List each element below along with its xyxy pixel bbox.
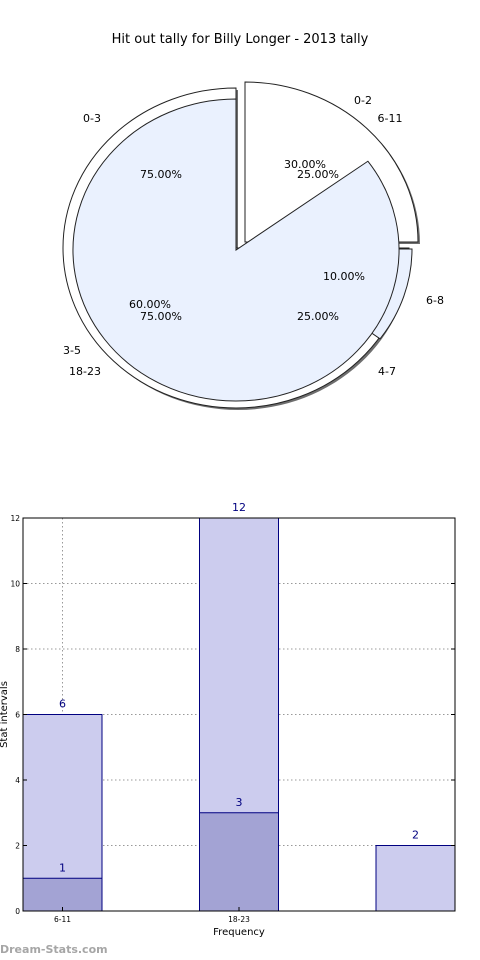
bar-value-label: 12 — [232, 501, 246, 514]
y-tick-label: 12 — [10, 514, 20, 523]
pie-pct-18-23: 75.00% — [140, 310, 182, 323]
bar-light-2 — [375, 845, 456, 912]
y-tick-label: 8 — [15, 645, 20, 654]
pie-label-6-11: 6-11 — [378, 112, 403, 125]
pie-label-4-7: 4-7 — [378, 365, 396, 378]
pie-label-18-23: 18-23 — [69, 365, 101, 378]
pie-pct-0-3: 75.00% — [140, 168, 182, 181]
pie-pct-4-7: 25.00% — [297, 310, 339, 323]
bar-dark-1 — [199, 812, 279, 912]
bar-value-label: 6 — [59, 698, 66, 711]
watermark-text: Dream-Stats.com — [0, 943, 108, 956]
y-tick-label: 6 — [15, 711, 20, 720]
pie-label-0-2: 0-2 — [354, 94, 372, 107]
pie-label-0-3: 0-3 — [83, 112, 101, 125]
bar-value-label: 2 — [412, 829, 419, 842]
y-tick-label: 4 — [15, 776, 20, 785]
pie-pct-3-5: 60.00% — [129, 298, 171, 311]
x-tick-label: 18-23 — [228, 915, 250, 924]
bar-chart: 6 12 2 1 3 0 2 4 6 8 10 12 6-11 18-23 Frequency Stat in… — [0, 501, 456, 938]
x-axis-label: Frequency — [213, 927, 265, 938]
y-axis-label: Stat intervals — [0, 681, 10, 748]
pie-label-6-8: 6-8 — [426, 294, 444, 307]
x-tick-label: 6-11 — [54, 915, 71, 924]
bar-value-label: 3 — [236, 796, 243, 809]
pie-chart-title: Hit out tally for Billy Longer - 2013 ta… — [112, 32, 369, 47]
pie-pct-6-11: 30.00% — [284, 158, 326, 171]
pie-label-3-5: 3-5 — [63, 344, 81, 357]
bar-dark-0 — [22, 877, 103, 912]
y-tick-label: 10 — [10, 580, 20, 589]
pie-pct-0-2: 25.00% — [297, 168, 339, 181]
pie-pct-6-8: 10.00% — [323, 270, 365, 283]
bar-value-label: 1 — [59, 861, 66, 874]
y-tick-label: 2 — [15, 842, 20, 851]
pie-chart: 0-26-110-36-83-518-23 4-730.00%25.00%75.0… — [62, 81, 444, 410]
pie-slice-3-5 — [72, 98, 400, 402]
y-tick-label: 0 — [15, 907, 20, 916]
